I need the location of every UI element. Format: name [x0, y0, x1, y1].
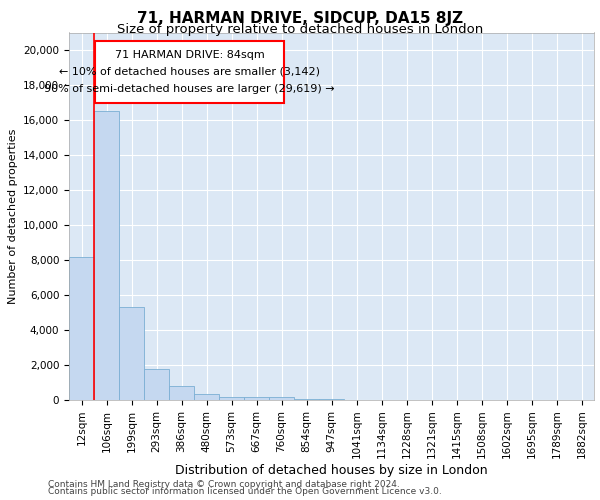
Bar — [69, 256, 94, 400]
Bar — [119, 307, 144, 400]
Text: Contains public sector information licensed under the Open Government Licence v3: Contains public sector information licen… — [48, 487, 442, 496]
Text: 71 HARMAN DRIVE: 84sqm: 71 HARMAN DRIVE: 84sqm — [115, 50, 265, 59]
X-axis label: Distribution of detached houses by size in London: Distribution of detached houses by size … — [175, 464, 488, 477]
Text: 90% of semi-detached houses are larger (29,619) →: 90% of semi-detached houses are larger (… — [44, 84, 335, 94]
FancyBboxPatch shape — [95, 41, 284, 102]
Bar — [194, 394, 219, 400]
Text: Size of property relative to detached houses in London: Size of property relative to detached ho… — [117, 22, 483, 36]
Text: 71, HARMAN DRIVE, SIDCUP, DA15 8JZ: 71, HARMAN DRIVE, SIDCUP, DA15 8JZ — [137, 11, 463, 26]
Bar — [219, 396, 244, 400]
Y-axis label: Number of detached properties: Number of detached properties — [8, 128, 17, 304]
Bar — [269, 396, 294, 400]
Bar — [144, 368, 169, 400]
Bar — [94, 112, 119, 400]
Bar — [294, 399, 319, 400]
Text: ← 10% of detached houses are smaller (3,142): ← 10% of detached houses are smaller (3,… — [59, 67, 320, 77]
Bar — [244, 396, 269, 400]
Bar — [169, 386, 194, 400]
Text: Contains HM Land Registry data © Crown copyright and database right 2024.: Contains HM Land Registry data © Crown c… — [48, 480, 400, 489]
